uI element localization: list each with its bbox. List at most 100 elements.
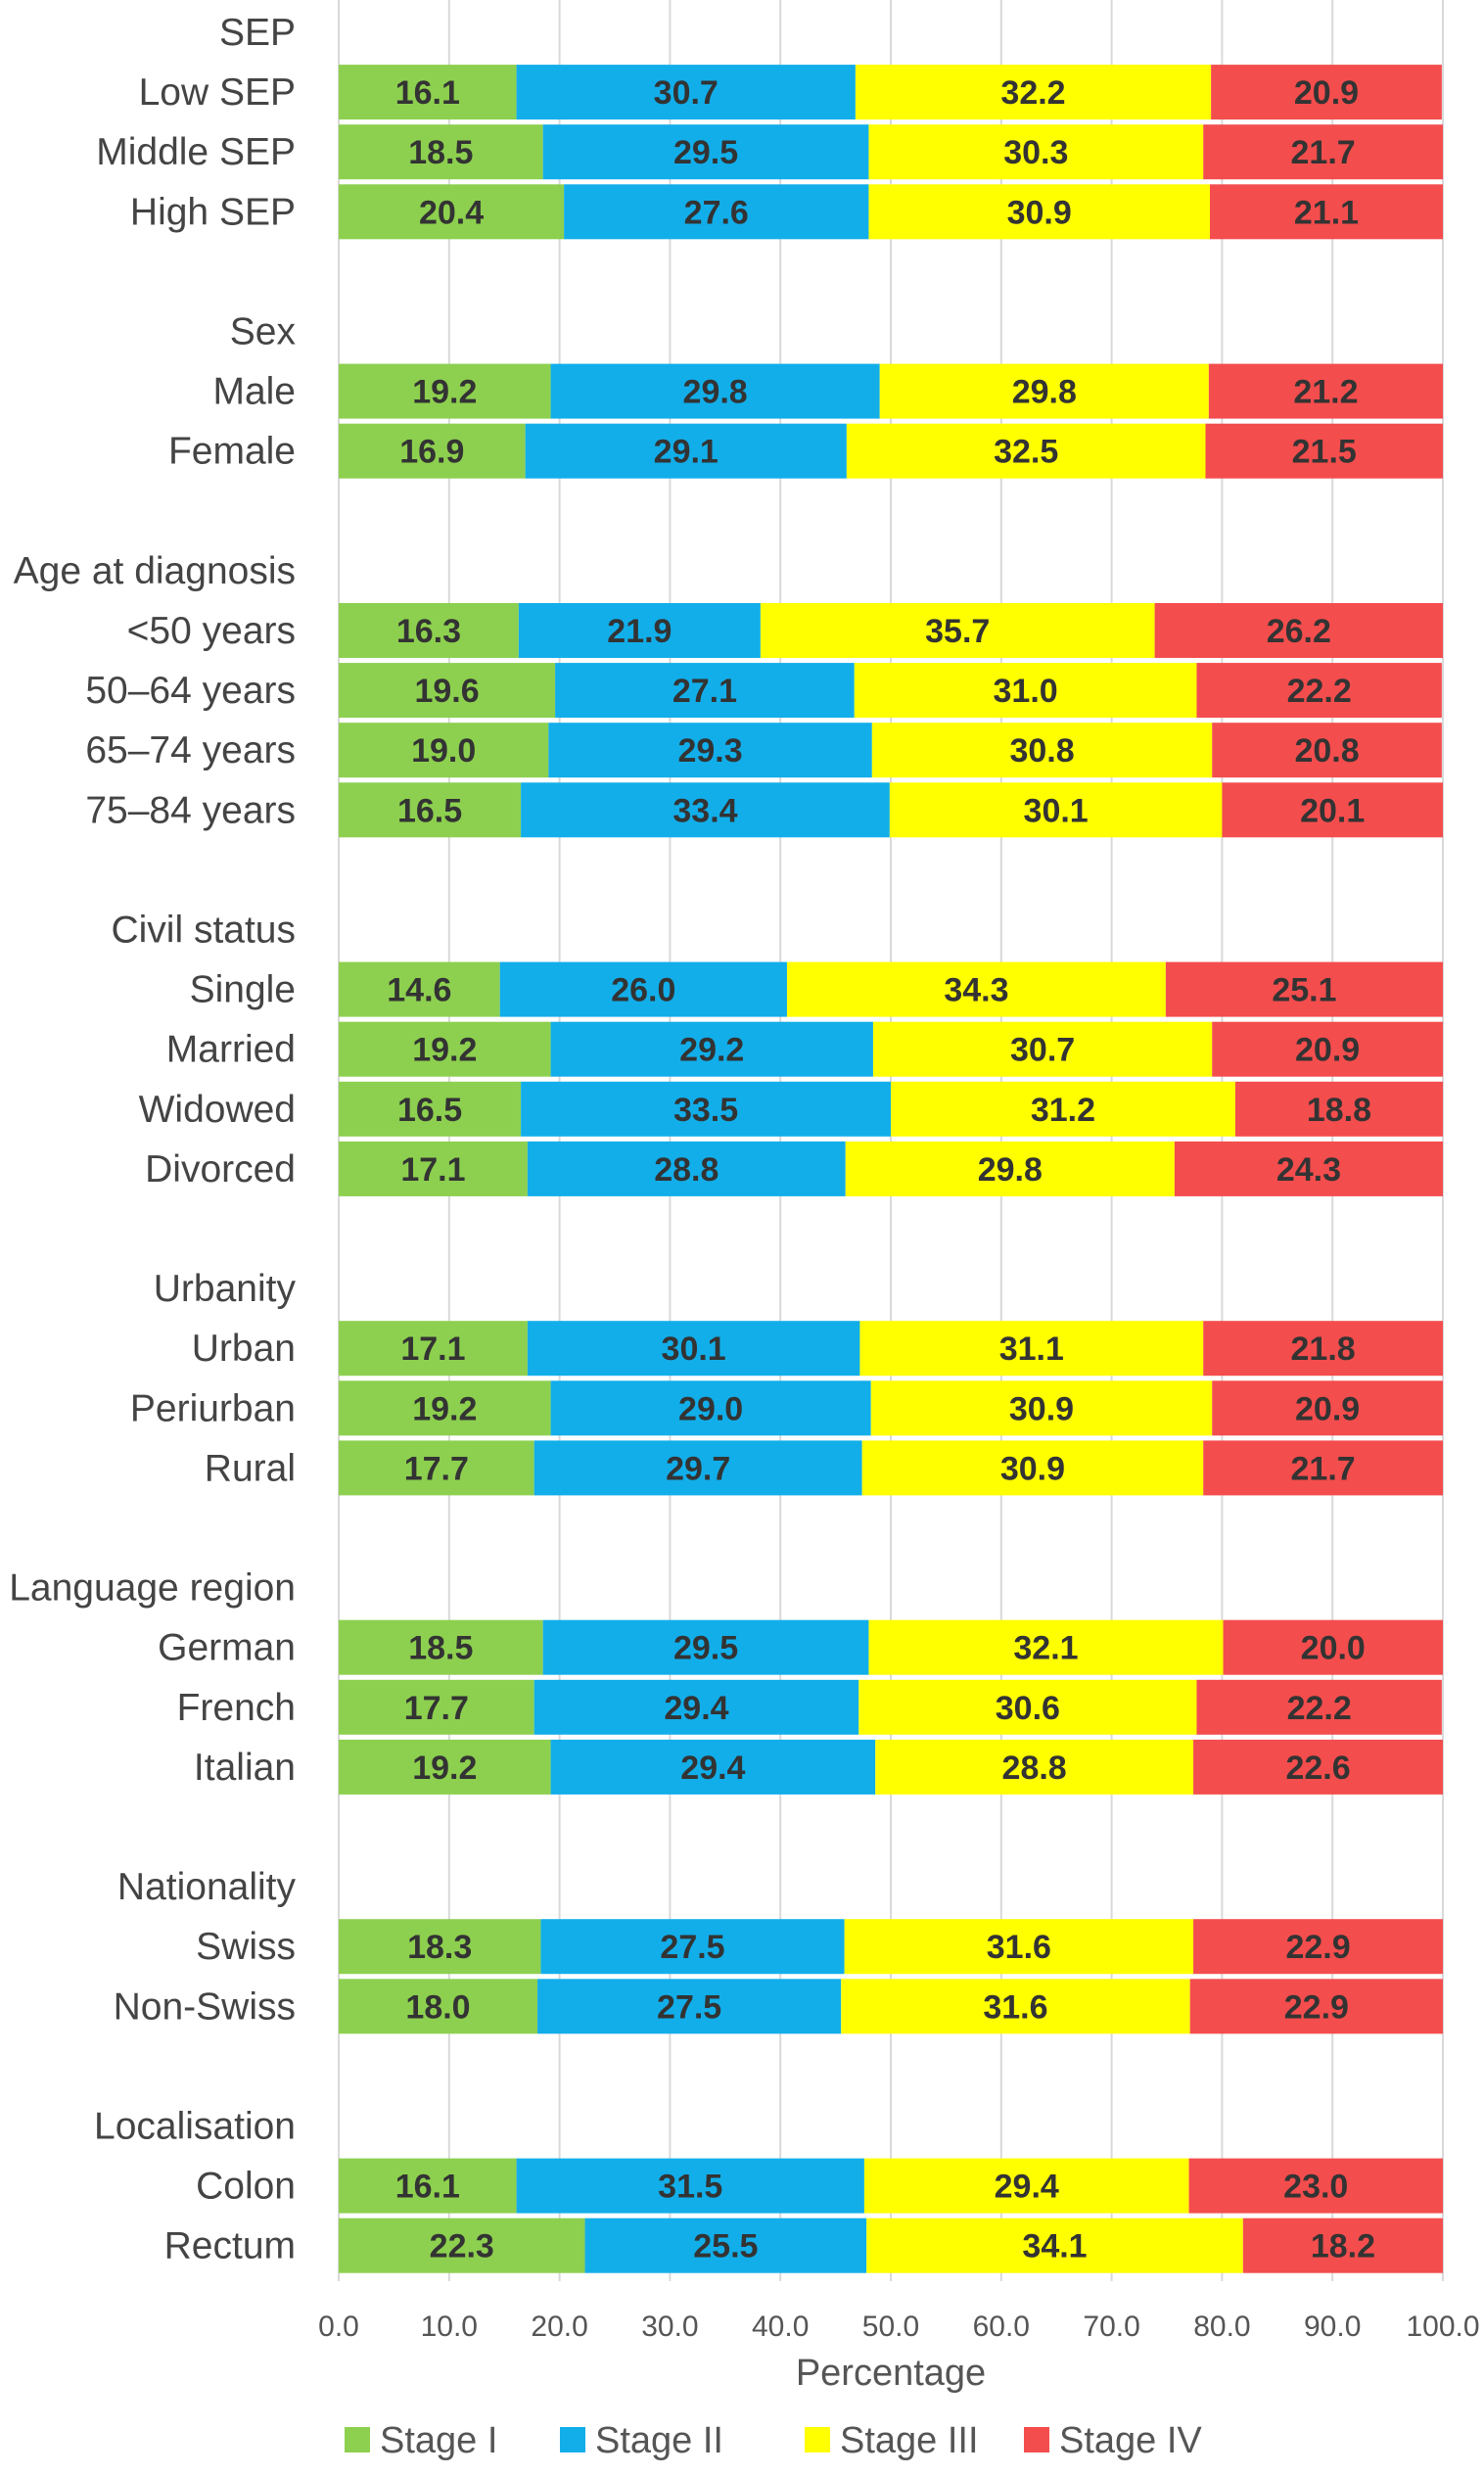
bar-segment-stage-4 xyxy=(1212,1380,1443,1436)
data-label: 22.2 xyxy=(1287,1690,1352,1727)
bar-segment-stage-2 xyxy=(525,423,847,479)
bar-segment-stage-3 xyxy=(871,723,1213,778)
x-tick-label: 20.0 xyxy=(531,2311,587,2343)
x-tick-label: 90.0 xyxy=(1304,2311,1361,2343)
data-label: 30.3 xyxy=(1003,134,1068,171)
data-label: 30.8 xyxy=(1009,732,1074,770)
bar-segment-stage-2 xyxy=(527,1321,860,1377)
row-label: <50 years xyxy=(127,610,296,652)
legend-swatch xyxy=(1024,2427,1049,2452)
data-label: 16.1 xyxy=(395,74,460,112)
data-label: 29.1 xyxy=(654,434,719,471)
data-label: 21.9 xyxy=(607,613,672,650)
data-label: 29.8 xyxy=(683,374,748,411)
row-label: Colon xyxy=(196,2166,296,2208)
data-label: 30.7 xyxy=(654,74,719,112)
data-label: 21.7 xyxy=(1291,134,1356,171)
category-labels: SEP Low SEP Middle SEP High SEP Sex Male Femal… xyxy=(9,12,296,2267)
bar-segment-stage-3 xyxy=(841,1979,1190,2034)
data-label: 17.1 xyxy=(400,1151,465,1189)
bar-segment-stage-4 xyxy=(1165,961,1443,1017)
bar-segment-stage-3 xyxy=(889,782,1223,838)
bar-segment-stage-1 xyxy=(339,1321,528,1377)
data-label: 16.5 xyxy=(397,1092,462,1129)
x-tick-label: 10.0 xyxy=(421,2311,478,2343)
row-label: 50–64 years xyxy=(85,670,296,712)
data-label: 29.4 xyxy=(995,2169,1059,2206)
x-tick-label: 50.0 xyxy=(862,2311,919,2343)
bar-segment-stage-2 xyxy=(542,1619,869,1675)
data-label: 18.5 xyxy=(408,1630,473,1667)
data-label: 31.6 xyxy=(983,1988,1047,2026)
data-label: 20.9 xyxy=(1295,1032,1360,1069)
bar-segment-stage-2 xyxy=(518,603,761,658)
bar-segment-stage-3 xyxy=(875,1739,1194,1795)
x-tick-label: 100.0 xyxy=(1406,2311,1479,2343)
data-label: 29.3 xyxy=(677,732,742,770)
row-label: 65–74 years xyxy=(85,729,296,771)
bar-segment-stage-4 xyxy=(1234,1081,1443,1137)
data-label: 21.8 xyxy=(1291,1331,1356,1368)
legend-label: Stage I xyxy=(380,2420,497,2461)
bar-segment-stage-4 xyxy=(1205,423,1443,479)
data-label: 20.1 xyxy=(1300,792,1365,829)
legend-swatch xyxy=(345,2427,370,2452)
data-label: 14.6 xyxy=(387,972,451,1009)
data-label: 20.9 xyxy=(1294,74,1359,112)
data-label: 32.2 xyxy=(1000,74,1065,112)
bar-segment-stage-2 xyxy=(584,2218,867,2273)
data-label: 34.1 xyxy=(1022,2228,1087,2265)
data-label: 16.3 xyxy=(396,613,461,650)
bar-segment-stage-3 xyxy=(846,423,1206,479)
row-label: Middle SEP xyxy=(96,131,296,173)
group-label: Civil status xyxy=(111,910,296,952)
row-label: Female xyxy=(168,431,296,473)
x-axis-ticks: 0.0 10.0 20.0 30.0 40.0 50.0 60.0 70.0 80.0 90.0 1… xyxy=(318,2311,1479,2343)
bars: 16.1 30.7 32.2 20.9 18.5 29.5 30.3 21.7 20.4 27.6… xyxy=(339,65,1443,2273)
bar-segment-stage-2 xyxy=(555,663,855,719)
legend-label: Stage IV xyxy=(1059,2420,1202,2461)
bar-segment-stage-3 xyxy=(845,1141,1175,1196)
bar-segment-stage-4 xyxy=(1154,603,1443,658)
data-label: 20.9 xyxy=(1295,1390,1360,1427)
bar-segment-stage-3 xyxy=(858,1679,1197,1735)
data-label: 30.9 xyxy=(1007,194,1072,231)
group-label: SEP xyxy=(219,12,296,54)
x-tick-label: 0.0 xyxy=(318,2311,359,2343)
x-tick-label: 30.0 xyxy=(641,2311,698,2343)
bar-segment-stage-4 xyxy=(1223,1619,1443,1675)
row-label: Rural xyxy=(205,1447,296,1489)
data-label: 20.8 xyxy=(1294,732,1359,770)
bar-segment-stage-2 xyxy=(550,363,880,419)
row-label: Male xyxy=(212,371,296,413)
data-label: 29.4 xyxy=(664,1690,728,1727)
x-axis-title: Percentage xyxy=(796,2353,986,2394)
data-label: 25.5 xyxy=(693,2228,758,2265)
data-label: 20.4 xyxy=(419,194,484,231)
data-label: 21.1 xyxy=(1294,194,1359,231)
group-label: Language region xyxy=(9,1567,296,1610)
data-label: 29.8 xyxy=(1012,374,1077,411)
legend-swatch xyxy=(805,2427,830,2452)
data-label: 29.0 xyxy=(678,1390,743,1427)
data-label: 34.3 xyxy=(944,972,1008,1009)
x-tick-label: 60.0 xyxy=(973,2311,1030,2343)
data-label: 22.9 xyxy=(1284,1988,1349,2026)
bar-segment-stage-4 xyxy=(1203,1440,1443,1496)
bar-segment-stage-1 xyxy=(339,603,519,658)
data-label: 16.9 xyxy=(399,434,464,471)
data-label: 29.2 xyxy=(679,1032,744,1069)
bar-segment-stage-4 xyxy=(1196,663,1442,719)
bar-segment-stage-1 xyxy=(339,1440,534,1496)
data-label: 18.8 xyxy=(1307,1092,1371,1129)
data-label: 19.2 xyxy=(412,1032,477,1069)
data-label: 29.7 xyxy=(666,1450,730,1487)
row-label: Urban xyxy=(192,1328,296,1370)
bar-segment-stage-1 xyxy=(339,2218,585,2273)
bar-segment-stage-1 xyxy=(339,184,565,240)
data-label: 23.0 xyxy=(1283,2169,1348,2206)
bar-segment-stage-4 xyxy=(1212,1021,1443,1077)
bar-segment-stage-1 xyxy=(339,363,551,419)
data-label: 18.5 xyxy=(408,134,473,171)
bar-segment-stage-4 xyxy=(1193,1919,1443,1975)
